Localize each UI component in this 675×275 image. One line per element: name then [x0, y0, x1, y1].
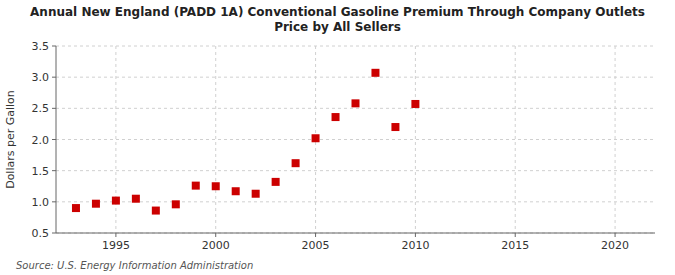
x-tick — [515, 233, 516, 237]
title-line: Price by All Sellers — [274, 20, 401, 34]
point — [411, 100, 419, 108]
y-tick-label: 0.5 — [32, 227, 50, 240]
point — [292, 159, 300, 167]
y-grid-line — [56, 108, 655, 109]
grid — [56, 46, 655, 233]
y-tick — [52, 46, 56, 47]
point — [252, 190, 260, 198]
y-grid-line — [56, 46, 655, 47]
y-axis-label: Dollars per Gallon — [4, 90, 17, 189]
point — [212, 182, 220, 190]
y-tick-label: 3.5 — [32, 40, 50, 53]
source: Source: U.S. Energy Information Administ… — [16, 260, 253, 271]
y-grid-line — [56, 77, 655, 78]
point — [332, 113, 340, 121]
x-tick — [415, 233, 416, 237]
chart: Annual New England (PADD 1A) Conventiona… — [0, 0, 675, 275]
axes: 1995 2000 2005 2010 2015 2020 0.5 1.0 1.5 2.0 2.5 3… — [32, 40, 656, 252]
x-tick — [315, 233, 316, 237]
x-grid-line — [415, 46, 416, 233]
x-tick-label: 2015 — [501, 239, 529, 252]
y-grid-line — [56, 233, 655, 234]
point — [192, 182, 200, 190]
y-tick — [52, 233, 56, 234]
y-axis-line — [56, 46, 57, 233]
x-tick-label: 2020 — [601, 239, 629, 252]
y-tick — [52, 170, 56, 171]
y-tick — [52, 201, 56, 202]
title-line: Annual New England (PADD 1A) Conventiona… — [30, 5, 645, 19]
x-tick — [115, 233, 116, 237]
y-tick-label: 3.0 — [32, 71, 50, 84]
x-tick-label: 1995 — [102, 239, 130, 252]
x-tick-label: 2000 — [202, 239, 230, 252]
x-tick-label: 2005 — [302, 239, 330, 252]
y-tick — [52, 139, 56, 140]
y-tick-label: 1.0 — [32, 196, 50, 209]
points — [72, 69, 419, 215]
point — [72, 204, 80, 212]
y-tick-label: 1.5 — [32, 165, 50, 178]
point — [352, 99, 360, 107]
point — [132, 195, 140, 203]
y-tick-label: 2.0 — [32, 134, 50, 147]
point — [272, 178, 280, 186]
point — [172, 200, 180, 208]
point — [92, 200, 100, 208]
point — [312, 134, 320, 142]
y-grid-line — [56, 201, 655, 202]
x-tick-label: 2010 — [401, 239, 429, 252]
point — [232, 187, 240, 195]
y-tick-label: 2.5 — [32, 102, 50, 115]
point — [112, 197, 120, 205]
y-tick — [52, 77, 56, 78]
y-grid-line — [56, 139, 655, 140]
point — [152, 207, 160, 215]
x-tick — [615, 233, 616, 237]
title: Annual New England (PADD 1A) Conventiona… — [30, 5, 645, 34]
y-tick — [52, 108, 56, 109]
point — [371, 69, 379, 77]
x-grid-line — [215, 46, 216, 233]
x-tick — [215, 233, 216, 237]
y-grid-line — [56, 170, 655, 171]
x-axis-line — [56, 233, 655, 234]
point — [391, 123, 399, 131]
